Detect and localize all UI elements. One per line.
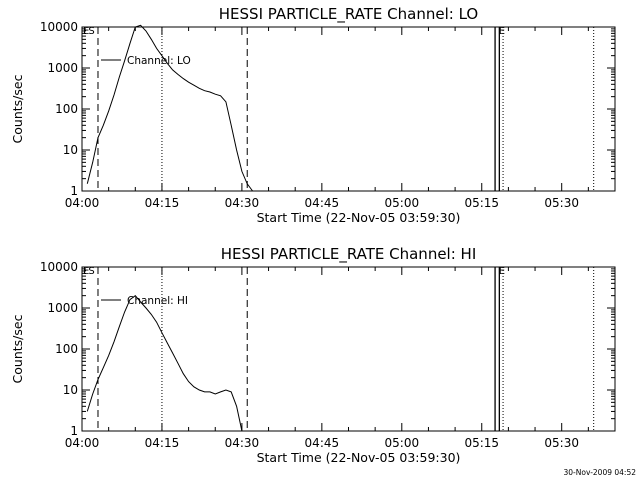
x-axis-label: Start Time (22-Nov-05 03:59:30) <box>257 450 461 465</box>
y-tick-label: 10000 <box>40 260 78 274</box>
panel-lo: HESSI PARTICLE_RATE Channel: LO 04:00 04:1… <box>10 5 616 225</box>
flag-label: S <box>88 266 94 277</box>
x-tick-label: 04:00 <box>65 196 100 210</box>
x-tick-label: 04:45 <box>305 436 340 450</box>
x-tick-label: 05:15 <box>464 436 499 450</box>
timestamp-label: 30-Nov-2009 04:52 <box>564 468 637 477</box>
x-tick-label: 04:30 <box>225 196 260 210</box>
y-tick-label: 100 <box>55 342 78 356</box>
x-tick-label: 04:15 <box>145 196 180 210</box>
chart-title: HESSI PARTICLE_RATE Channel: LO <box>219 5 478 24</box>
y-tick-label: 1000 <box>47 301 78 315</box>
flag-label: S <box>88 26 94 37</box>
y-tick-label: 1 <box>70 424 78 438</box>
flag-label: E <box>499 26 505 37</box>
panel-hi: HESSI PARTICLE_RATE Channel: HI 04:00 04:1… <box>10 245 616 465</box>
y-tick-label: 10000 <box>40 20 78 34</box>
x-axis-label: Start Time (22-Nov-05 03:59:30) <box>257 210 461 225</box>
x-tick-label: 04:30 <box>225 436 260 450</box>
x-tick-label: 05:30 <box>544 436 579 450</box>
y-axis-label: Counts/sec <box>10 74 25 143</box>
legend-label: Channel: HI <box>127 295 188 307</box>
y-axis-label: Counts/sec <box>10 314 25 383</box>
x-tick-label: 05:00 <box>385 436 420 450</box>
y-tick-label: 100 <box>55 102 78 116</box>
x-tick-label: 04:45 <box>305 196 340 210</box>
x-tick-label: 05:15 <box>464 196 499 210</box>
x-tick-label: 05:30 <box>544 196 579 210</box>
x-tick-label: 05:00 <box>385 196 420 210</box>
x-tick-label: 04:15 <box>145 436 180 450</box>
y-tick-label: 1 <box>70 184 78 198</box>
x-tick-label: 04:00 <box>65 436 100 450</box>
y-tick-label: 10 <box>63 143 78 157</box>
chart-title: HESSI PARTICLE_RATE Channel: HI <box>221 245 477 264</box>
flag-label: E <box>83 26 89 37</box>
series-line <box>86 295 243 432</box>
flag-label: E <box>499 266 505 277</box>
y-tick-label: 10 <box>63 383 78 397</box>
legend-label: Channel: LO <box>127 55 191 67</box>
y-tick-label: 1000 <box>47 61 78 75</box>
series-line <box>86 24 254 192</box>
flag-label: E <box>83 266 89 277</box>
